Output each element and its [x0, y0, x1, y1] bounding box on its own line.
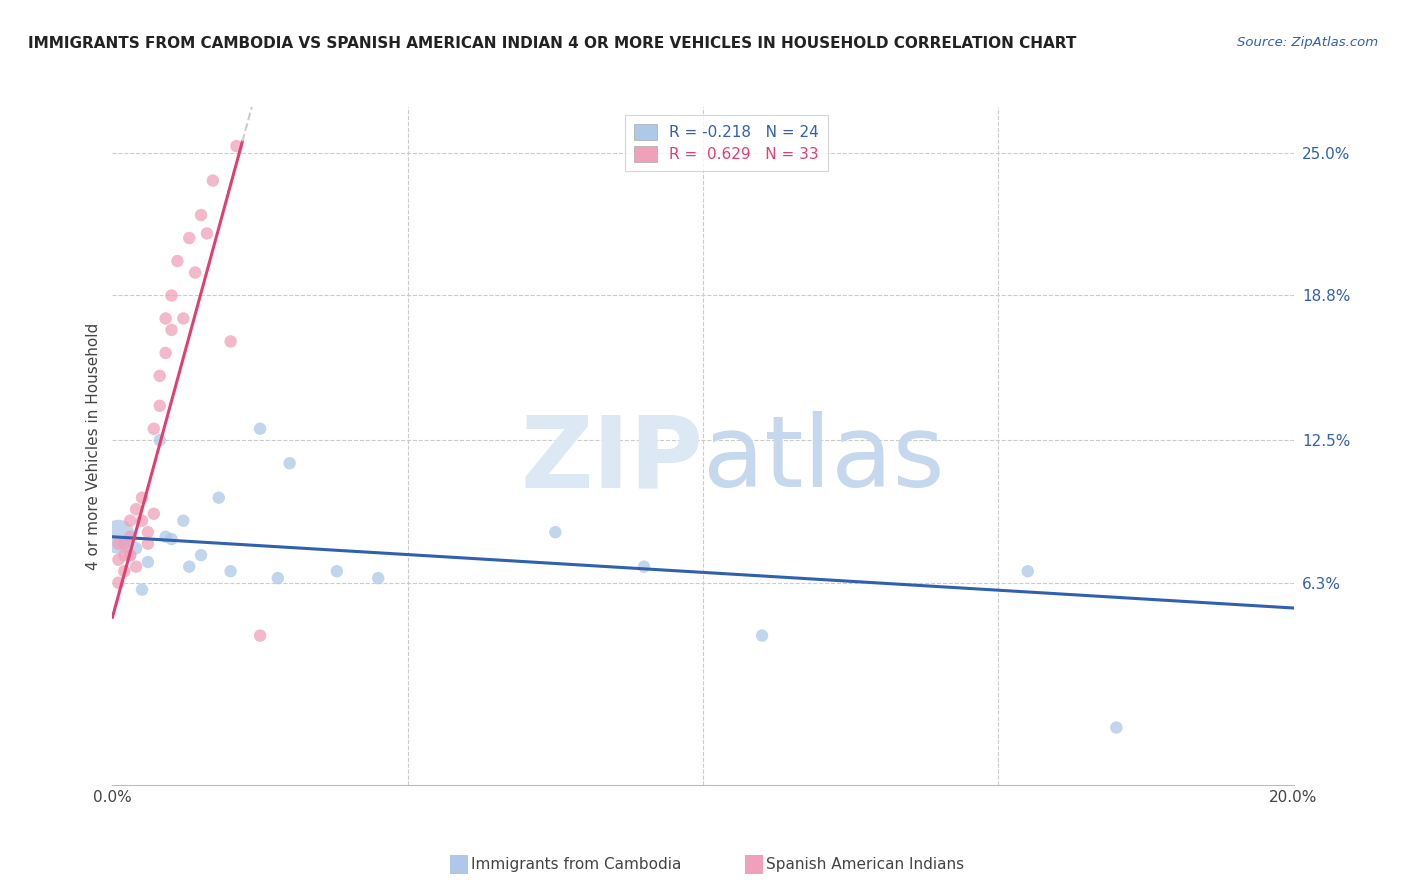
Point — [179, 231, 201, 245]
Point — [249, 629, 271, 643]
Point — [107, 575, 129, 590]
Point — [125, 502, 148, 516]
Text: ZIP: ZIP — [520, 411, 703, 508]
Point — [633, 559, 655, 574]
Point — [112, 536, 135, 550]
Point — [172, 311, 194, 326]
Point — [120, 548, 142, 562]
Point — [107, 553, 129, 567]
Point — [219, 564, 242, 578]
Point — [155, 530, 177, 544]
Point — [149, 434, 172, 448]
Point — [267, 571, 290, 585]
Point — [1017, 564, 1039, 578]
Point — [160, 323, 183, 337]
Point — [160, 288, 183, 302]
Point — [120, 548, 142, 562]
Point — [1105, 721, 1128, 735]
Point — [107, 530, 129, 544]
Point — [190, 208, 212, 222]
Point — [190, 548, 212, 562]
Point — [131, 514, 153, 528]
Point — [120, 530, 142, 544]
Point — [544, 525, 567, 540]
Point — [155, 311, 177, 326]
Point — [249, 422, 271, 436]
Point — [367, 571, 389, 585]
Point — [125, 559, 148, 574]
Point — [201, 173, 224, 187]
Point — [179, 559, 201, 574]
Point — [326, 564, 349, 578]
Point — [149, 399, 172, 413]
Text: atlas: atlas — [703, 411, 945, 508]
Point — [112, 536, 135, 550]
Text: Immigrants from Cambodia: Immigrants from Cambodia — [471, 857, 682, 871]
Point — [751, 629, 773, 643]
Point — [278, 456, 301, 470]
Point — [219, 334, 242, 349]
Point — [120, 514, 142, 528]
Point — [107, 536, 129, 550]
Point — [136, 555, 159, 569]
Text: IMMIGRANTS FROM CAMBODIA VS SPANISH AMERICAN INDIAN 4 OR MORE VEHICLES IN HOUSEH: IMMIGRANTS FROM CAMBODIA VS SPANISH AMER… — [28, 36, 1077, 51]
Point — [131, 491, 153, 505]
Point — [160, 532, 183, 546]
Point — [166, 254, 188, 268]
Point — [142, 507, 165, 521]
Point — [112, 564, 135, 578]
Point — [125, 541, 148, 556]
Text: Spanish American Indians: Spanish American Indians — [766, 857, 965, 871]
Text: Source: ZipAtlas.com: Source: ZipAtlas.com — [1237, 36, 1378, 49]
Legend: R = -0.218   N = 24, R =  0.629   N = 33: R = -0.218 N = 24, R = 0.629 N = 33 — [626, 115, 828, 171]
Point — [208, 491, 231, 505]
Y-axis label: 4 or more Vehicles in Household: 4 or more Vehicles in Household — [86, 322, 101, 570]
Point — [195, 227, 218, 241]
Point — [225, 139, 247, 153]
Point — [172, 514, 194, 528]
Point — [136, 536, 159, 550]
Point — [184, 265, 207, 279]
Point — [155, 346, 177, 360]
Point — [142, 422, 165, 436]
Point — [131, 582, 153, 597]
Point — [112, 548, 135, 562]
Point — [149, 368, 172, 383]
Point — [136, 525, 159, 540]
